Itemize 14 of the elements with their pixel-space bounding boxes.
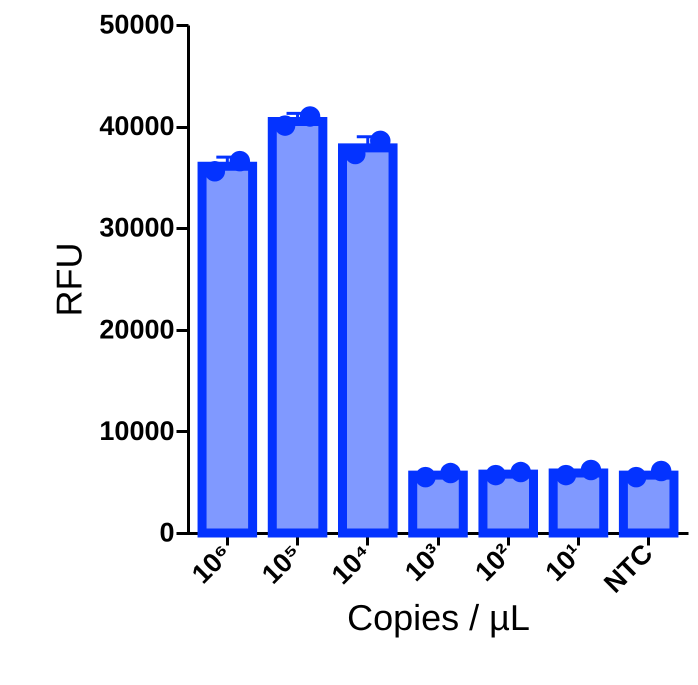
y-tick-label: 30000 <box>99 212 174 243</box>
x-tick-label: 10⁴ <box>326 538 378 590</box>
y-tick-label: 40000 <box>99 111 174 142</box>
x-tick-label: 10³ <box>399 538 448 587</box>
x-tick-label: 10² <box>469 538 518 587</box>
y-axis-title: RFU <box>48 242 90 316</box>
y-tick-label: 10000 <box>99 416 174 446</box>
y-tick-label: 20000 <box>99 314 174 344</box>
x-tick-label: 10⁶ <box>186 538 238 590</box>
x-axis-title: Copies / µL <box>347 596 530 638</box>
y-tick-label: 50000 <box>99 10 174 40</box>
y-tick-label: 0 <box>159 518 174 548</box>
x-tick-label: 10¹ <box>540 538 588 587</box>
x-tick-label: 10⁵ <box>256 538 308 590</box>
